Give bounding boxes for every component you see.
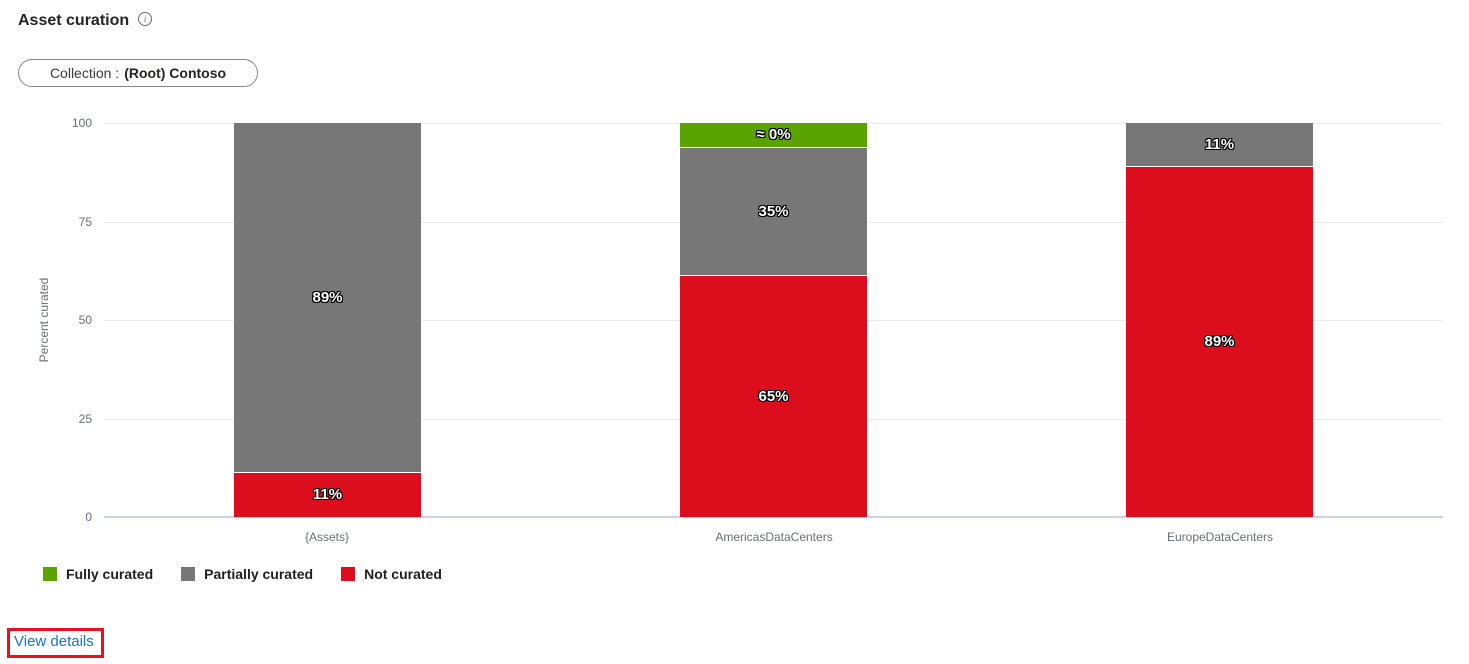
- info-icon[interactable]: i: [138, 12, 153, 26]
- bar-segment-not-curated[interactable]: 11%: [234, 472, 421, 517]
- x-category-label: AmericasDataCenters: [715, 530, 833, 544]
- legend-item-fully-curated: Fully curated: [43, 566, 153, 582]
- bar-value-label: ≈ 0%: [756, 126, 791, 144]
- bar-segment-not-curated[interactable]: 65%: [680, 275, 867, 517]
- filter-pill-value: (Root) Contoso: [124, 65, 227, 81]
- legend-swatch: [341, 567, 356, 581]
- bar-column: ≈ 0% 35% 65%: [680, 123, 867, 517]
- bar-value-label: 89%: [312, 288, 343, 306]
- bar-segment-not-curated[interactable]: 89%: [1126, 166, 1313, 517]
- y-tick-label: 75: [78, 215, 92, 229]
- legend-swatch: [43, 567, 57, 581]
- legend-label: Not curated: [364, 566, 442, 582]
- x-category-label: EuropeDataCenters: [1166, 530, 1274, 544]
- bar-segment-partially-curated[interactable]: 35%: [680, 147, 867, 275]
- view-details-link[interactable]: View details: [14, 633, 94, 650]
- y-tick-label: 100: [71, 116, 92, 130]
- y-tick-label: 0: [85, 510, 92, 524]
- legend-item-not-curated: Not curated: [341, 566, 442, 582]
- page-title: Asset curation: [18, 12, 130, 29]
- legend-label: Partially curated: [204, 566, 314, 582]
- y-tick-label: 50: [78, 313, 92, 327]
- filter-pill-prefix: Collection :: [49, 65, 120, 81]
- legend-label: Fully curated: [66, 566, 154, 582]
- bar-value-label: 11%: [312, 486, 343, 504]
- bar-segment-partially-curated[interactable]: 11%: [1126, 123, 1313, 166]
- bar-value-label: 89%: [1204, 333, 1235, 351]
- chart-legend: Fully curated Partially curated Not curate…: [43, 566, 442, 582]
- y-tick-label: 25: [78, 412, 92, 426]
- legend-swatch: [181, 567, 196, 581]
- bar-segment-fully-curated[interactable]: ≈ 0%: [680, 123, 867, 147]
- bar-column: 89% 11%: [234, 123, 421, 517]
- bar-value-label: 65%: [758, 387, 789, 405]
- legend-item-partially-curated: Partially curated: [181, 566, 313, 582]
- bar-value-label: 11%: [1204, 135, 1235, 153]
- x-category-label: {Assets}: [304, 530, 350, 544]
- x-axis-line: [104, 516, 1443, 518]
- annotation-highlight-box: View details: [7, 628, 104, 658]
- bar-column: 11% 89%: [1126, 123, 1313, 517]
- bar-value-label: 35%: [758, 202, 789, 220]
- widget-header: Asset curation i: [18, 11, 153, 31]
- bar-segment-partially-curated[interactable]: 89%: [234, 123, 421, 472]
- collection-filter-pill[interactable]: Collection : (Root) Contoso: [18, 59, 258, 87]
